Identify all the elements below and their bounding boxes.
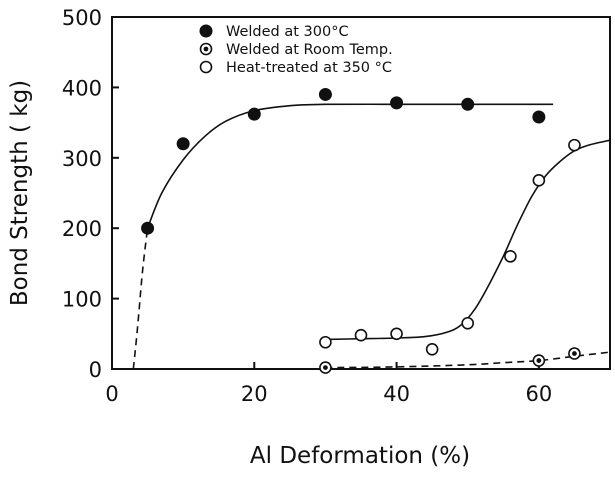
x-tick-label-60: 60 [525, 382, 552, 406]
welded-at-room-temp-point [569, 348, 580, 359]
welded-at-room-temp-point [320, 362, 331, 373]
heat-treated-at-350-c-point [427, 344, 438, 355]
heat-treated-at-350-c-point [569, 140, 580, 151]
welded-at-300-c-curve [148, 104, 553, 228]
welded-at-300-c-point [177, 138, 189, 150]
heat-treated-at-350-c-curve [325, 140, 610, 339]
legend: Welded at 300°C Welded at Room Temp. Heat-… [200, 24, 393, 76]
y-tick-label-200: 200 [62, 217, 102, 241]
x-tick-label-40: 40 [383, 382, 410, 406]
x-tick-label-0: 0 [105, 382, 118, 406]
welded-at-300-c-point [391, 97, 403, 109]
legend-label-welded-at-300-c: Welded at 300°C [226, 24, 349, 40]
y-tick-label-0: 0 [89, 358, 102, 382]
heat-treated-at-350-c-point [533, 175, 544, 186]
legend-marker-welded-at-room-temp [201, 44, 212, 55]
legend-label-welded-at-room-temp: Welded at Room Temp. [226, 42, 393, 58]
welded-at-300-c-point [462, 98, 474, 110]
y-axis-label: Bond Strength ( kg) [7, 80, 33, 306]
welded-at-300-c-point [533, 111, 545, 123]
welded-at-room-temp-curve [325, 352, 610, 368]
welded-at-300-c-extrapolation [133, 228, 147, 369]
heat-treated-at-350-c-point [320, 337, 331, 348]
fit-curves [133, 104, 610, 369]
x-tick-label-20: 20 [241, 382, 268, 406]
x-axis-label: Al Deformation (%) [250, 443, 470, 469]
welded-at-300-c-point [319, 88, 331, 100]
y-tick-label-500: 500 [62, 6, 102, 30]
heat-treated-at-350-c-point [462, 318, 473, 329]
legend-label-heat-treated-at-350-c: Heat-treated at 350 °C [226, 60, 392, 76]
y-tick-label-400: 400 [62, 76, 102, 100]
welded-at-room-temp-point [533, 355, 544, 366]
y-tick-label-300: 300 [62, 147, 102, 171]
heat-treated-at-350-c-point [356, 330, 367, 341]
welded-at-300-c-point [248, 108, 260, 120]
legend-marker-heat-treated-at-350-c [201, 62, 212, 73]
legend-marker-welded-at-300-c [200, 25, 212, 37]
heat-treated-at-350-c-point [391, 328, 402, 339]
y-tick-label-100: 100 [62, 288, 102, 312]
welded-at-300-c-point [142, 222, 154, 234]
heat-treated-at-350-c-point [505, 251, 516, 262]
